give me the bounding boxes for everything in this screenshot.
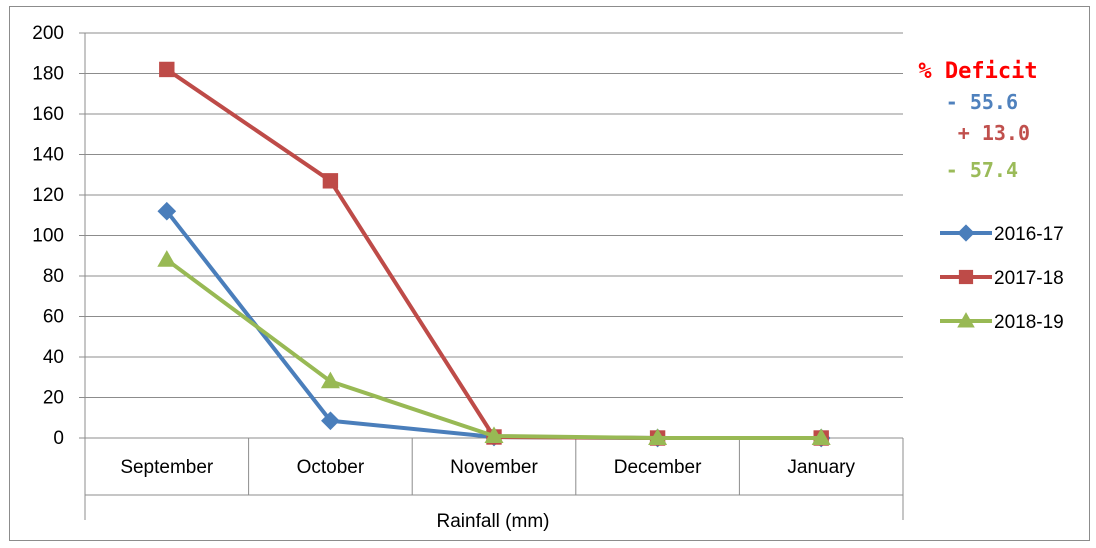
y-axis-tick-labels: 0 20 40 60 80 100 120 140 160 180 200	[32, 23, 64, 449]
deficit-title: % Deficit	[918, 59, 1037, 84]
y-tick-label: 120	[32, 185, 64, 206]
series-2018-19	[157, 250, 831, 445]
y-tick-label: 100	[32, 226, 64, 247]
deficit-value-2016-17: - 55.6	[946, 90, 1018, 114]
x-category-label: September	[120, 457, 214, 478]
legend-label: 2016-17	[994, 224, 1064, 245]
data-point	[157, 250, 177, 267]
y-tick-label: 20	[43, 388, 64, 409]
y-tick-label: 40	[43, 347, 64, 368]
legend-item: 2017-18	[940, 268, 1064, 289]
y-tick-label: 60	[43, 307, 64, 328]
x-category-label: January	[787, 457, 855, 478]
legend-label: 2017-18	[994, 268, 1064, 289]
gridlines	[79, 32, 903, 439]
series-lines	[157, 61, 831, 448]
x-category-label: November	[450, 457, 538, 478]
data-point	[811, 428, 831, 445]
data-point	[957, 224, 975, 242]
deficit-value-2018-19: - 57.4	[946, 158, 1018, 182]
y-tick-label: 140	[32, 145, 64, 166]
chart-border	[9, 6, 1090, 541]
deficit-value-2017-18: + 13.0	[958, 121, 1030, 145]
y-tick-label: 200	[32, 23, 64, 44]
x-category-label: December	[614, 457, 702, 478]
data-point	[484, 426, 504, 443]
data-point	[321, 411, 340, 431]
x-axis-title: Rainfall (mm)	[437, 511, 550, 532]
data-point	[320, 371, 340, 389]
y-tick-label: 180	[32, 64, 64, 85]
data-point	[159, 61, 175, 78]
data-point	[322, 173, 339, 189]
data-point	[957, 312, 975, 328]
x-axis-category-labels: September October November December January	[120, 457, 855, 478]
legend-item: 2016-17	[940, 224, 1064, 245]
data-point	[648, 428, 668, 445]
legend-label: 2018-19	[994, 312, 1064, 333]
y-tick-label: 160	[32, 104, 64, 125]
deficit-annotation: % Deficit - 55.6 + 13.0 - 57.4	[918, 59, 1037, 182]
y-tick-label: 0	[53, 428, 64, 449]
legend: 2016-17 2017-18 2018-19	[940, 224, 1064, 333]
data-point	[958, 269, 974, 285]
y-tick-label: 80	[43, 266, 64, 287]
legend-item: 2018-19	[940, 312, 1064, 333]
x-category-label: October	[297, 457, 365, 478]
data-point	[157, 201, 177, 221]
